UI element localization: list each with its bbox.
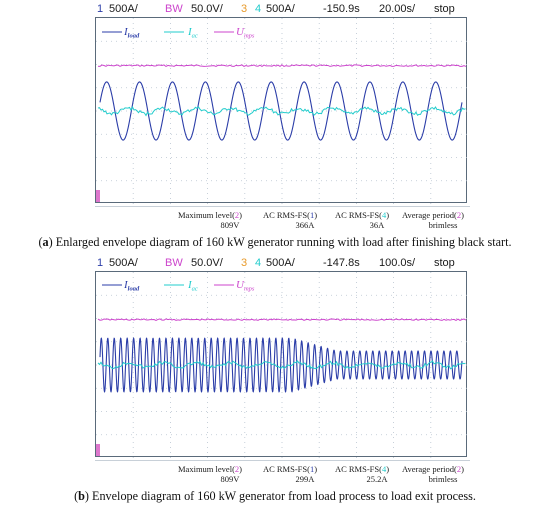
timebase: 100.0s/ xyxy=(379,257,416,269)
legend-u-mps: Umps xyxy=(214,279,255,293)
graticule xyxy=(96,18,468,204)
legend-label: Iload xyxy=(123,26,140,40)
measurement-table-b: Maximum level(2) 809V AC RMS-FS(1) 299A … xyxy=(95,460,470,485)
bw-label: BW xyxy=(165,257,183,269)
caption-b: (b) Envelope diagram of 160 kW generator… xyxy=(74,489,476,503)
measurement-cell: AC RMS-FS(4) 36A xyxy=(334,210,390,230)
legend-i-load: Iload xyxy=(102,26,140,40)
measurement-cell: Maximum level(2) 809V xyxy=(178,210,242,230)
legend-i-ac: Iac xyxy=(164,279,198,293)
scope-header-a: 1 500A/ BW 50.0V/ 3 4 500A/ -150.9s 20.0… xyxy=(95,2,470,17)
trigger-marker xyxy=(96,444,100,456)
ch2-scale: 50.0V/ xyxy=(191,3,223,15)
legend-subscript: mps xyxy=(244,33,255,40)
legend-label: Iload xyxy=(123,279,140,293)
legend: Iload Iac Umps xyxy=(102,26,255,40)
measurement-name: Average period xyxy=(402,210,455,220)
ch1-number: 1 xyxy=(97,257,104,269)
acquisition-state: stop xyxy=(434,257,455,269)
ch1-number: 1 xyxy=(97,3,104,15)
ch4-number: 4 xyxy=(255,257,262,269)
ch1-scale: 500A/ xyxy=(109,3,138,15)
measurement-value: brimless xyxy=(428,474,458,484)
caption-a: (a) Enlarged envelope diagram of 160 kW … xyxy=(38,235,512,249)
measurement-channel: 2 xyxy=(234,464,240,474)
caption-text: Envelope diagram of 160 kW generator fro… xyxy=(92,489,476,503)
measurement-name: AC RMS-FS xyxy=(334,210,380,220)
legend-label: Iac xyxy=(187,26,198,40)
timebase: 20.00s/ xyxy=(379,3,416,15)
trigger-marker xyxy=(96,190,100,202)
measurement-cell: AC RMS-FS(1) 299A xyxy=(262,464,318,484)
ch4-number: 4 xyxy=(255,3,262,15)
measurement-channel: 4 xyxy=(381,464,387,474)
series-line-i-load xyxy=(99,81,463,141)
legend-subscript: ac xyxy=(192,33,198,40)
legend-i-load: Iload xyxy=(102,279,140,293)
acquisition-state: stop xyxy=(434,3,455,15)
measurement-channel: 4 xyxy=(381,210,387,220)
measurement-value: 366A xyxy=(295,220,315,230)
measurement-value: 25.2A xyxy=(366,474,388,484)
legend-subscript: load xyxy=(128,33,140,40)
measurement-cell: AC RMS-FS(1) 366A xyxy=(262,210,318,230)
series-line-u-mps xyxy=(97,64,467,68)
measurement-name: AC RMS-FS xyxy=(262,464,308,474)
caption-text: Enlarged envelope diagram of 160 kW gene… xyxy=(55,235,512,249)
ch3-number: 3 xyxy=(241,257,248,269)
ch1-scale: 500A/ xyxy=(109,257,138,269)
series-line-i-load xyxy=(99,337,463,393)
legend-subscript: mps xyxy=(244,286,255,293)
series-line-i-ac xyxy=(97,360,466,370)
legend-subscript: load xyxy=(128,286,140,293)
time-offset: -150.9s xyxy=(323,3,360,15)
measurement-value: 809V xyxy=(220,220,240,230)
legend-label: Iac xyxy=(187,279,198,293)
scope-screen-b: Iload Iac Umps xyxy=(95,271,468,458)
legend: Iload Iac Umps xyxy=(102,279,255,293)
legend-label: Umps xyxy=(236,26,255,40)
measurement-channel: 2 xyxy=(234,210,240,220)
series-line-u-mps xyxy=(97,318,467,322)
measurement-channel: 2 xyxy=(456,210,462,220)
ch4-scale: 500A/ xyxy=(266,3,295,15)
measurement-cell: Average period(2) brimless xyxy=(402,210,464,230)
measurement-value: brimless xyxy=(428,220,458,230)
ch3-number: 3 xyxy=(241,3,248,15)
legend-subscript: ac xyxy=(192,286,198,293)
series-line-i-ac xyxy=(97,105,466,117)
measurement-cell: AC RMS-FS(4) 25.2A xyxy=(334,464,390,484)
measurement-value: 36A xyxy=(369,220,385,230)
waveform-plot-b: Iload Iac Umps xyxy=(96,272,468,458)
measurement-name: Average period xyxy=(402,464,455,474)
bw-label: BW xyxy=(165,3,183,15)
waveform-plot-a: Iload Iac Umps xyxy=(96,18,468,204)
legend-u-mps: Umps xyxy=(214,26,255,40)
ch2-scale: 50.0V/ xyxy=(191,257,223,269)
scope-header-b: 1 500A/ BW 50.0V/ 3 4 500A/ -147.8s 100.… xyxy=(95,256,470,271)
caption-label: b xyxy=(78,489,85,503)
measurement-channel: 2 xyxy=(456,464,462,474)
caption-label: a xyxy=(42,235,49,249)
measurement-name: AC RMS-FS xyxy=(334,464,380,474)
measurement-value: 809V xyxy=(220,474,240,484)
measurement-cell: Maximum level(2) 809V xyxy=(178,464,242,484)
measurement-name: Maximum level xyxy=(178,464,233,474)
legend-i-ac: Iac xyxy=(164,26,198,40)
time-offset: -147.8s xyxy=(323,257,360,269)
measurement-cell: Average period(2) brimless xyxy=(402,464,464,484)
measurement-channel: 1 xyxy=(309,210,315,220)
legend-label: Umps xyxy=(236,279,255,293)
ch4-scale: 500A/ xyxy=(266,257,295,269)
measurement-name: AC RMS-FS xyxy=(262,210,308,220)
measurement-name: Maximum level xyxy=(178,210,233,220)
measurement-channel: 1 xyxy=(309,464,315,474)
measurement-table-a: Maximum level(2) 809V AC RMS-FS(1) 366A … xyxy=(95,206,470,231)
measurement-value: 299A xyxy=(295,474,315,484)
scope-screen-a: Iload Iac Umps xyxy=(95,17,468,204)
